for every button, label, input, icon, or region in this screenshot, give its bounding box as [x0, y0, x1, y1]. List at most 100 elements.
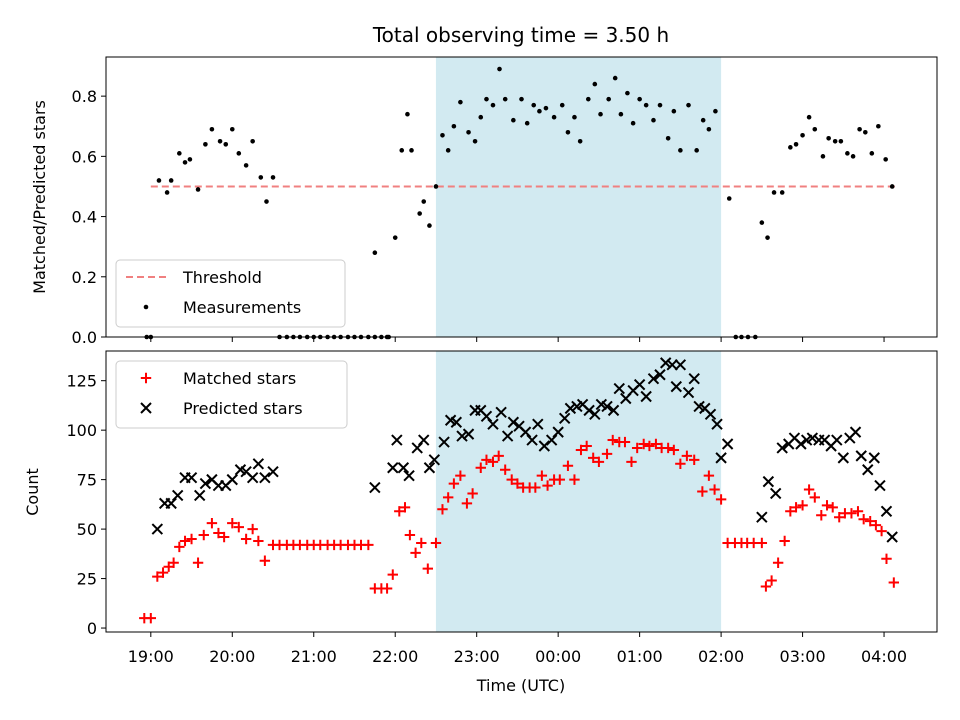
panel-0-series-0-point-72: [606, 96, 611, 102]
panel-0-series-0-point-78: [643, 102, 649, 108]
panel-1-series-1-point-91: [862, 464, 874, 476]
panel-0-series-0-point-58: [511, 117, 516, 123]
panel-1-legend-box: [115, 360, 348, 429]
xtick-label-4: 23:00: [454, 647, 500, 666]
panel-0-series-0-point-83: [678, 148, 683, 153]
panel-1-series-0-point-12: [213, 527, 224, 539]
panel-1-series-0-point-17: [247, 523, 258, 535]
panel-1-series-0-point-97: [760, 581, 772, 592]
panel-0-plot-area: [144, 66, 897, 340]
panel-1-series-1-point-86: [831, 434, 843, 446]
panel-1-series-1-point-80: [795, 438, 807, 450]
panel-1-legend-label-1: Predicted stars: [183, 399, 303, 418]
panel-1-series-0-point-62: [536, 470, 548, 481]
panel-0-legend-label-1: Measurements: [183, 298, 301, 317]
panel-0-series-0-point-41: [405, 111, 410, 117]
panel-1-series-0-point-47: [442, 492, 454, 503]
observing-window-panel-1: [435, 351, 722, 632]
panel-1-series-0-point-58: [512, 478, 523, 489]
panel-1-series-1-point-29: [450, 416, 463, 428]
panel-1-series-0-point-76: [626, 456, 637, 468]
panel-1-series-1-point-51: [589, 408, 601, 421]
xtick-label-3: 22:00: [372, 647, 418, 666]
panel-0-series-0-point-10: [209, 126, 215, 132]
panel-0-series-0-point-70: [592, 81, 598, 87]
panel-1-series-0-point-1: [145, 612, 157, 624]
panel-0-series-0-point-71: [598, 111, 603, 117]
panel-0-series-0-point-101: [806, 114, 812, 120]
panel-1-series-0-point-55: [493, 450, 504, 462]
panel-1-series-1-point-24: [418, 434, 430, 446]
panel-1-series-1-point-27: [438, 436, 450, 448]
panel-1-series-0-point-101: [785, 506, 796, 517]
panel-1-series-1-point-89: [849, 426, 862, 438]
panel-1-series-0-point-111: [846, 508, 857, 519]
panel-1-series-1-point-66: [682, 386, 695, 399]
panel-0-series-0-point-68: [577, 139, 583, 144]
panel-0-series-0-point-84: [686, 102, 691, 108]
panel-0-series-0-point-9: [203, 142, 208, 147]
panel-1-series-0-point-88: [703, 470, 715, 481]
panel-1-series-0-point-87: [697, 486, 708, 497]
panel-0-series-0-point-11: [217, 139, 223, 144]
panel-1-series-0-point-105: [809, 492, 820, 503]
panel-0-ytick-label-1: 0.2: [72, 268, 97, 287]
panel-1-series-0-point-69: [581, 440, 592, 452]
panel-0-series-0-point-53: [478, 114, 484, 120]
panel-0-series-0-point-97: [779, 190, 785, 195]
panel-1-series-0-point-57: [506, 474, 517, 485]
panel-0-series-0-point-50: [458, 99, 463, 105]
panel-0-series-0-point-107: [845, 151, 850, 156]
panel-1-series-0-point-44: [422, 563, 434, 574]
panel-1-series-1-point-60: [647, 372, 660, 385]
panel-1-series-1-point-17: [267, 466, 279, 478]
panel-1-series-0-point-67: [569, 474, 580, 485]
panel-1-series-1-point-14: [246, 471, 259, 484]
panel-1-ytick-label-3: 75: [77, 471, 97, 490]
panel-1-series-0-point-56: [500, 464, 511, 475]
panel-1-series-1-point-36: [495, 406, 507, 419]
panel-1-series-0-point-86: [689, 454, 700, 466]
panel-1-series-1-point-62: [659, 357, 672, 369]
panel-0-legend: Threshold Measurements: [115, 259, 346, 328]
panel-0-series-0-point-56: [497, 66, 502, 72]
panel-0-series-0-point-37: [372, 250, 378, 255]
top-panel-ylabel: Matched/Predicted stars: [30, 100, 49, 294]
panel-0-series-0-point-6: [182, 160, 188, 165]
panel-0-series-0-point-4: [168, 178, 174, 183]
panel-0-series-0-point-73: [612, 75, 618, 81]
panel-1-series-1-point-20: [391, 434, 403, 446]
panel-0-series-0-point-111: [869, 151, 875, 156]
panel-0-series-0-point-63: [543, 105, 549, 111]
panel-0-series-0-point-39: [392, 235, 398, 240]
observing-window-panel-0: [435, 57, 722, 337]
legends-layer: Threshold Measurements Matched stars Predic…: [115, 259, 348, 429]
xtick-label-7: 02:00: [698, 647, 744, 666]
panel-1-series-1-point-59: [640, 390, 652, 403]
panel-0-series-0-point-8: [195, 187, 201, 192]
panel-1-series-0-point-63: [542, 480, 553, 491]
panel-1-series-0-point-45: [430, 537, 442, 549]
panel-0-series-0-point-103: [820, 154, 826, 159]
panel-1-series-1-point-38: [507, 416, 520, 428]
data-marks-layer: [139, 66, 900, 624]
panel-1-series-1-point-64: [670, 380, 683, 393]
axes-layer: 0.0 0.2 0.4 0.6 0.8 0 25 50 75 100 125 19:00 20:00 21…: [66, 56, 938, 666]
panel-1-series-0-point-5: [168, 557, 179, 568]
panel-1-series-0-point-89: [709, 484, 720, 495]
observing-window-layer: [435, 57, 722, 632]
panel-0-series-0-point-99: [793, 142, 799, 147]
panel-1-series-0-point-50: [461, 498, 473, 509]
panel-1-series-0-point-109: [834, 512, 845, 523]
panel-1-series-1-point-31: [462, 428, 475, 440]
panel-1-series-0-point-34: [363, 539, 374, 551]
panel-0-series-0-point-59: [519, 96, 524, 102]
panel-0-series-0-point-76: [630, 120, 636, 126]
panel-0-legend-box: [115, 259, 346, 328]
panel-1-ytick-label-5: 125: [66, 372, 97, 391]
panel-1-series-0-point-9: [192, 557, 204, 568]
panel-0-series-0-point-102: [812, 126, 818, 132]
panel-0-series-0-point-100: [800, 132, 805, 138]
panel-0-series-0-point-108: [850, 154, 856, 159]
